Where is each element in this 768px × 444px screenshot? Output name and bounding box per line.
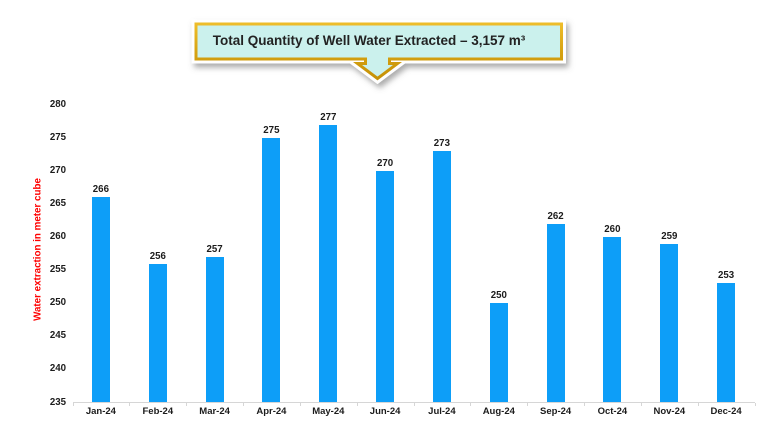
- svg-text:Total Quantity of Well Water E: Total Quantity of Well Water Extracted –…: [213, 33, 526, 48]
